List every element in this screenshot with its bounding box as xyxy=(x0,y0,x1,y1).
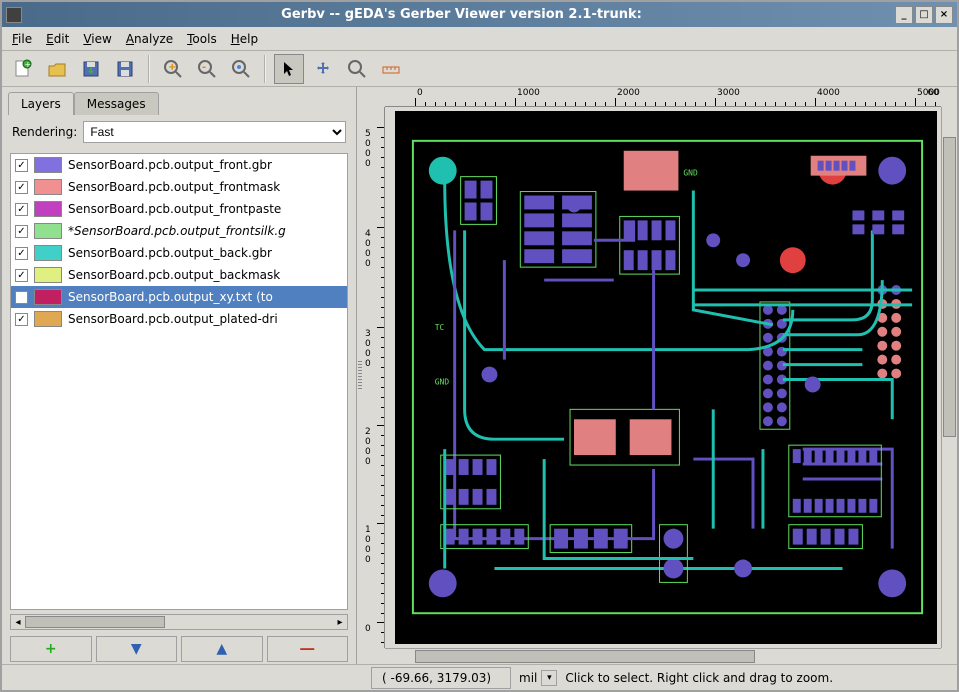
silk-label: GND xyxy=(683,169,698,178)
app-icon xyxy=(6,7,22,23)
layer-color-swatch[interactable] xyxy=(34,289,62,305)
pcb-render: TC GND GND xyxy=(395,111,937,638)
svg-text:-: - xyxy=(202,62,206,73)
zoom-tool-button[interactable] xyxy=(342,54,372,84)
canvas-area[interactable]: TC GND GND xyxy=(385,107,941,648)
pan-tool-button[interactable] xyxy=(308,54,338,84)
statusbar: ( -69.66, 3179.03) mil ▾ Click to select… xyxy=(2,664,957,690)
silk-label: TC xyxy=(435,323,445,332)
svg-text:+: + xyxy=(25,60,32,69)
side-panel: Layers Messages Rendering: Fast ✓ SensorB… xyxy=(2,87,357,664)
revert-button[interactable] xyxy=(76,54,106,84)
menubar: File Edit View Analyze Tools Help xyxy=(2,27,957,51)
silk-label: GND xyxy=(435,377,450,386)
layer-row[interactable]: ✓ SensorBoard.pcb.output_plated-dri xyxy=(11,308,347,330)
layer-up-button[interactable]: ▲ xyxy=(181,636,263,662)
layer-row[interactable]: ✓ SensorBoard.pcb.output_back.gbr xyxy=(11,242,347,264)
layer-row[interactable]: ✓ SensorBoard.pcb.output_front.gbr xyxy=(11,154,347,176)
main-view: 01000200030004000500060 5000400030002000… xyxy=(363,87,957,664)
open-button[interactable] xyxy=(42,54,72,84)
layer-visibility-checkbox[interactable]: ✓ xyxy=(15,203,28,216)
ruler-vertical: 500040003000200010000 xyxy=(363,107,385,648)
minimize-button[interactable]: _ xyxy=(895,6,913,24)
tab-layers[interactable]: Layers xyxy=(8,92,74,115)
layer-visibility-checkbox[interactable]: ✓ xyxy=(15,181,28,194)
svg-text:+: + xyxy=(168,62,176,73)
titlebar[interactable]: Gerbv -- gEDA's Gerber Viewer version 2.… xyxy=(2,2,957,27)
layer-color-swatch[interactable] xyxy=(34,267,62,283)
layer-visibility-checkbox[interactable]: ✓ xyxy=(15,225,28,238)
tab-messages[interactable]: Messages xyxy=(74,92,159,115)
layer-row[interactable]: ✓ SensorBoard.pcb.output_backmask xyxy=(11,264,347,286)
rendering-select[interactable]: Fast xyxy=(83,121,346,143)
new-button[interactable]: + xyxy=(8,54,38,84)
layer-color-swatch[interactable] xyxy=(34,179,62,195)
zoom-out-button[interactable]: - xyxy=(192,54,222,84)
pointer-tool-button[interactable] xyxy=(274,54,304,84)
save-button[interactable] xyxy=(110,54,140,84)
layer-name-label: *SensorBoard.pcb.output_frontsilk.g xyxy=(68,224,343,238)
menu-file[interactable]: File xyxy=(6,30,38,48)
layer-down-button[interactable]: ▼ xyxy=(96,636,178,662)
layer-row[interactable]: ✓ SensorBoard.pcb.output_frontmask xyxy=(11,176,347,198)
layer-name-label: SensorBoard.pcb.output_plated-dri xyxy=(68,312,343,326)
menu-view[interactable]: View xyxy=(77,30,117,48)
status-unit[interactable]: mil ▾ xyxy=(519,670,557,686)
measure-tool-button[interactable] xyxy=(376,54,406,84)
layer-row[interactable]: SensorBoard.pcb.output_xy.txt (to xyxy=(11,286,347,308)
layer-name-label: SensorBoard.pcb.output_front.gbr xyxy=(68,158,343,172)
layer-visibility-checkbox[interactable]: ✓ xyxy=(15,313,28,326)
panel-tabs: Layers Messages xyxy=(2,87,356,115)
layer-visibility-checkbox[interactable]: ✓ xyxy=(15,247,28,260)
layer-name-label: SensorBoard.pcb.output_frontpaste xyxy=(68,202,343,216)
canvas-vscroll[interactable] xyxy=(941,107,957,648)
maximize-button[interactable]: □ xyxy=(915,6,933,24)
unit-dropdown-icon[interactable]: ▾ xyxy=(541,670,557,686)
app-window: Gerbv -- gEDA's Gerber Viewer version 2.… xyxy=(0,0,959,692)
layer-visibility-checkbox[interactable]: ✓ xyxy=(15,159,28,172)
layer-list-hscroll[interactable]: ◂▸ xyxy=(10,614,348,630)
pcb-canvas[interactable]: TC GND GND xyxy=(395,111,937,644)
status-coordinates: ( -69.66, 3179.03) xyxy=(371,667,511,689)
layer-name-label: SensorBoard.pcb.output_xy.txt (to xyxy=(68,290,343,304)
menu-tools[interactable]: Tools xyxy=(181,30,223,48)
layer-row[interactable]: ✓ SensorBoard.pcb.output_frontpaste xyxy=(11,198,347,220)
layer-buttons: + ▼ ▲ ― xyxy=(2,634,356,664)
layer-visibility-checkbox[interactable] xyxy=(15,291,28,304)
layer-list: ✓ SensorBoard.pcb.output_front.gbr ✓ Sensor… xyxy=(10,153,348,610)
status-message: Click to select. Right click and drag to… xyxy=(565,671,951,685)
menu-edit[interactable]: Edit xyxy=(40,30,75,48)
layer-color-swatch[interactable] xyxy=(34,311,62,327)
layer-color-swatch[interactable] xyxy=(34,201,62,217)
remove-layer-button[interactable]: ― xyxy=(267,636,349,662)
layer-name-label: SensorBoard.pcb.output_frontmask xyxy=(68,180,343,194)
close-button[interactable]: × xyxy=(935,6,953,24)
rendering-label: Rendering: xyxy=(12,125,77,139)
layer-color-swatch[interactable] xyxy=(34,223,62,239)
layer-name-label: SensorBoard.pcb.output_back.gbr xyxy=(68,246,343,260)
menu-analyze[interactable]: Analyze xyxy=(120,30,179,48)
layer-row[interactable]: ✓ *SensorBoard.pcb.output_frontsilk.g xyxy=(11,220,347,242)
window-title: Gerbv -- gEDA's Gerber Viewer version 2.… xyxy=(28,7,895,22)
toolbar: + + - xyxy=(2,51,957,87)
zoom-in-button[interactable]: + xyxy=(158,54,188,84)
content-area: Layers Messages Rendering: Fast ✓ SensorB… xyxy=(2,87,957,664)
layer-name-label: SensorBoard.pcb.output_backmask xyxy=(68,268,343,282)
layer-color-swatch[interactable] xyxy=(34,157,62,173)
layer-visibility-checkbox[interactable]: ✓ xyxy=(15,269,28,282)
zoom-fit-button[interactable] xyxy=(226,54,256,84)
menu-help[interactable]: Help xyxy=(225,30,264,48)
ruler-horizontal: 01000200030004000500060 xyxy=(385,87,941,107)
layer-color-swatch[interactable] xyxy=(34,245,62,261)
canvas-hscroll[interactable] xyxy=(385,648,941,664)
add-layer-button[interactable]: + xyxy=(10,636,92,662)
rendering-row: Rendering: Fast xyxy=(2,115,356,149)
